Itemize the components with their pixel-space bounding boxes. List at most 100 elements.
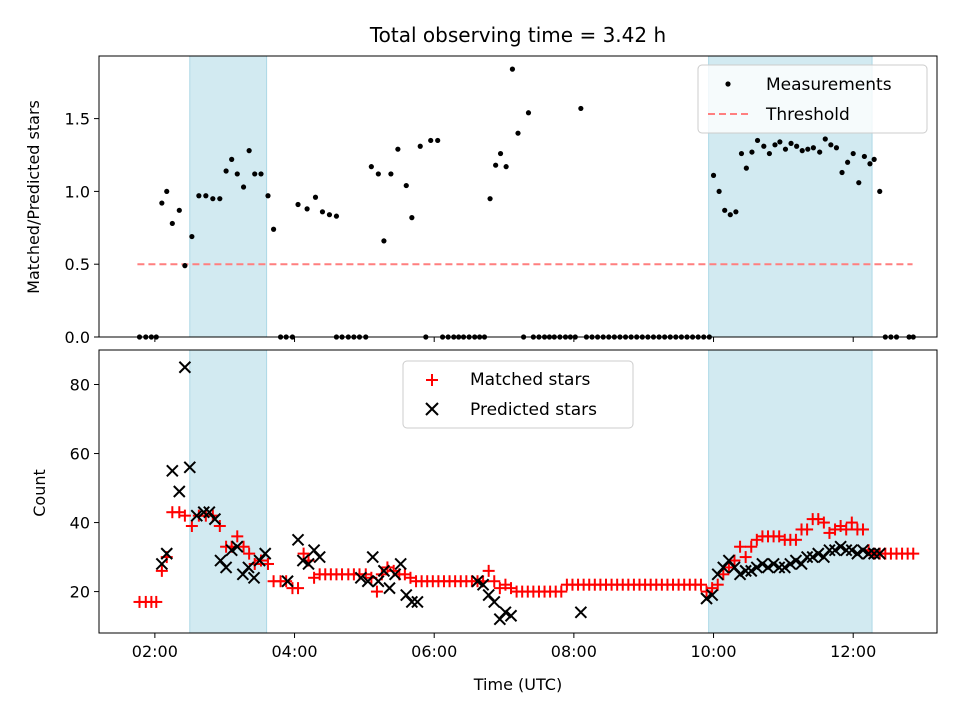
bottom-y-tick-label-0: 20 [70, 583, 90, 602]
measurement-point-127 [867, 161, 873, 167]
measurement-point-28 [312, 194, 319, 200]
predicted-star-marker-34 [405, 595, 419, 609]
measurement-points [136, 66, 916, 340]
top-panel: 0.0 0.5 1.0 1.5 Matched/Predicted stars Mea… [24, 55, 938, 347]
predicted-star-marker-27 [366, 550, 379, 564]
predicted-star-marker-1 [160, 547, 173, 560]
measurement-point-9 [189, 233, 195, 240]
x-tick-label-2: 06:00 [411, 642, 457, 661]
measurement-point-116 [805, 146, 811, 152]
matched-star-marker-105 [734, 540, 747, 553]
measurement-point-8 [182, 263, 188, 269]
matched-star-marker-27 [297, 547, 310, 560]
measurement-point-118 [817, 149, 823, 155]
measurement-point-30 [326, 212, 333, 218]
predicted-star-marker-3 [173, 485, 186, 498]
matched-star-marker-8 [178, 509, 191, 522]
predicted-star-marker-70 [845, 543, 859, 557]
predicted-star-marker-51 [739, 564, 752, 578]
measurement-point-110 [772, 142, 778, 148]
predicted-star-marker-9 [208, 512, 222, 526]
measurement-point-27 [304, 206, 310, 212]
top-y-tick-label-1: 0.5 [65, 255, 90, 274]
bottom-y-axis-ticks: 20 40 60 80 [70, 376, 99, 602]
predicted-star-marker-24 [313, 550, 326, 564]
measurement-point-22 [270, 226, 277, 232]
predicted-star-marker-71 [851, 547, 864, 560]
matched-star-marker-103 [722, 561, 735, 574]
matched-star-marker-136 [907, 547, 920, 560]
top-y-tick-label-2: 1.0 [65, 182, 90, 201]
predicted-star-marker-74 [867, 547, 881, 560]
predicted-star-marker-11 [219, 561, 233, 574]
measurement-point-31 [333, 213, 340, 219]
measurement-point-59 [493, 162, 499, 168]
measurement-point-99 [710, 172, 717, 178]
matched-star-marker-60 [482, 564, 495, 577]
measurement-point-42 [395, 146, 401, 152]
measurement-point-129 [877, 188, 883, 195]
measurement-point-43 [403, 182, 409, 189]
predicted-star-marker-67 [828, 543, 842, 557]
measurement-point-26 [295, 201, 301, 208]
matched-star-marker-125 [845, 516, 858, 529]
measurement-point-115 [799, 148, 805, 154]
measurement-point-20 [258, 171, 264, 177]
measurement-point-117 [810, 145, 816, 151]
measurement-point-111 [777, 139, 783, 145]
measurement-point-45 [417, 143, 423, 149]
measurement-point-48 [435, 137, 441, 144]
predicted-star-marker-26 [361, 575, 375, 588]
predicted-star-marker-41 [499, 606, 512, 619]
measurement-point-15 [229, 156, 235, 162]
predicted-star-marker-30 [383, 581, 396, 595]
predicted-star-marker-56 [767, 557, 780, 571]
measurement-point-4 [159, 200, 165, 206]
predicted-star-marker-22 [302, 557, 315, 571]
predicted-star-marker-4 [178, 361, 192, 374]
bottom-y-tick-label-1: 40 [70, 514, 90, 533]
matched-star-marker-102 [717, 568, 730, 581]
predicted-star-marker-19 [281, 575, 294, 588]
measurement-point-19 [252, 171, 258, 177]
predicted-star-marker-12 [225, 543, 238, 557]
predicted-star-markers [155, 361, 886, 626]
legend-label-threshold: Threshold [765, 105, 850, 125]
predicted-star-marker-25 [354, 571, 368, 584]
predicted-star-marker-42 [504, 609, 518, 622]
measurement-point-61 [503, 164, 509, 170]
top-legend-box [697, 64, 928, 134]
measurement-point-6 [169, 220, 175, 227]
measurement-point-119 [822, 136, 828, 142]
measurement-point-5 [164, 188, 170, 195]
matched-star-marker-4 [155, 564, 168, 577]
matched-star-marker-26 [292, 582, 305, 595]
legend-label-matched: Matched stars [470, 370, 590, 390]
measurement-point-44 [409, 215, 415, 221]
measurement-point-17 [240, 184, 247, 190]
predicted-star-marker-31 [388, 568, 402, 581]
matched-star-marker-106 [739, 551, 752, 564]
bottom-y-axis-label: Count [30, 469, 49, 517]
bottom-shaded-interval-1 [708, 349, 873, 634]
predicted-star-marker-35 [411, 595, 424, 609]
legend-marker-measurements [725, 81, 731, 87]
predicted-star-marker-29 [377, 564, 391, 578]
measurement-point-122 [839, 169, 845, 176]
measurement-point-124 [850, 150, 856, 157]
measurement-point-7 [176, 207, 182, 213]
top-y-tick-label-3: 1.5 [65, 110, 90, 129]
bottom-shaded-interval-0 [189, 349, 268, 634]
measurement-point-14 [223, 168, 229, 174]
predicted-star-marker-60 [789, 554, 803, 567]
matched-star-marker-107 [745, 540, 758, 553]
bottom-legend: Matched stars Predicted stars [402, 360, 634, 429]
predicted-star-marker-5 [183, 461, 196, 474]
predicted-star-marker-64 [812, 547, 825, 560]
measurement-point-101 [722, 207, 728, 213]
matched-star-marker-18 [243, 547, 256, 560]
predicted-star-marker-7 [197, 506, 210, 519]
measurement-point-108 [761, 143, 767, 149]
